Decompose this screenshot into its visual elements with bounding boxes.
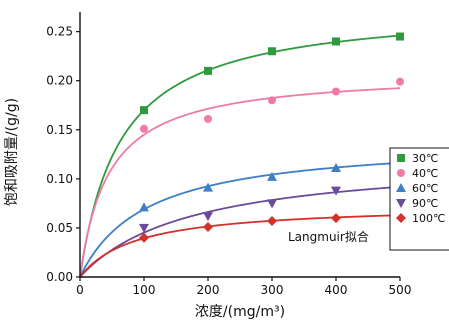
x-tick-label: 300 xyxy=(261,283,284,297)
data-point xyxy=(203,212,213,222)
fit-annotation: Langmuir拟合 xyxy=(288,229,369,244)
y-tick-label: 0.10 xyxy=(46,172,73,186)
fit-curve xyxy=(79,185,401,278)
data-point xyxy=(139,202,149,212)
data-point xyxy=(268,96,276,105)
data-point xyxy=(203,221,213,232)
data-point xyxy=(396,32,404,41)
data-point xyxy=(267,199,277,209)
fit-curves xyxy=(79,34,401,278)
legend-marker xyxy=(396,183,406,192)
fit-curve xyxy=(79,161,401,278)
data-point xyxy=(139,232,149,243)
y-tick-label: 0.05 xyxy=(46,221,73,235)
x-tick-label: 200 xyxy=(197,283,220,297)
data-point xyxy=(332,37,340,46)
x-tick-label: 0 xyxy=(76,283,84,297)
x-tick-label: 400 xyxy=(325,283,348,297)
data-point xyxy=(140,124,148,133)
data-point xyxy=(204,114,212,123)
y-ticks: 0.00 0.05 0.10 0.15 0.20 0.25 xyxy=(46,25,80,284)
data-point xyxy=(139,223,149,233)
fit-curve xyxy=(79,214,401,278)
legend-marker xyxy=(397,169,405,177)
fit-curve xyxy=(79,87,401,278)
data-point xyxy=(204,66,212,75)
legend: 30℃ 40℃ 60℃ 90℃ 100℃ xyxy=(389,147,449,251)
data-point xyxy=(267,171,277,181)
legend-label: 90℃ xyxy=(412,197,438,210)
axes xyxy=(79,12,400,278)
data-point xyxy=(331,213,341,224)
x-ticks: 0 100 200 300 400 500 xyxy=(76,277,411,297)
data-point xyxy=(140,106,148,115)
legend-marker xyxy=(396,199,406,208)
y-axis-title: 饱和吸附量/(g/g) xyxy=(4,98,20,206)
x-tick-label: 100 xyxy=(133,283,156,297)
y-tick-label: 0.00 xyxy=(46,270,73,284)
data-point xyxy=(331,186,341,196)
y-tick-label: 0.20 xyxy=(46,74,73,88)
fit-curve xyxy=(79,34,401,278)
y-tick-label: 0.15 xyxy=(46,123,73,137)
legend-marker xyxy=(396,213,406,223)
legend-label: 30℃ xyxy=(412,152,438,165)
x-axis-title: 浓度/(mg/m³) xyxy=(195,304,285,320)
data-point xyxy=(268,47,276,56)
data-point xyxy=(396,77,404,86)
x-tick-label: 500 xyxy=(389,283,412,297)
data-points xyxy=(139,32,405,243)
data-point xyxy=(203,182,213,192)
data-point xyxy=(267,216,277,227)
data-point xyxy=(332,87,340,96)
data-point xyxy=(331,163,341,173)
y-tick-label: 0.25 xyxy=(46,25,73,39)
legend-label: 100℃ xyxy=(412,212,445,225)
legend-label: 60℃ xyxy=(412,182,438,195)
legend-marker xyxy=(397,154,405,162)
legend-label: 40℃ xyxy=(412,167,438,180)
